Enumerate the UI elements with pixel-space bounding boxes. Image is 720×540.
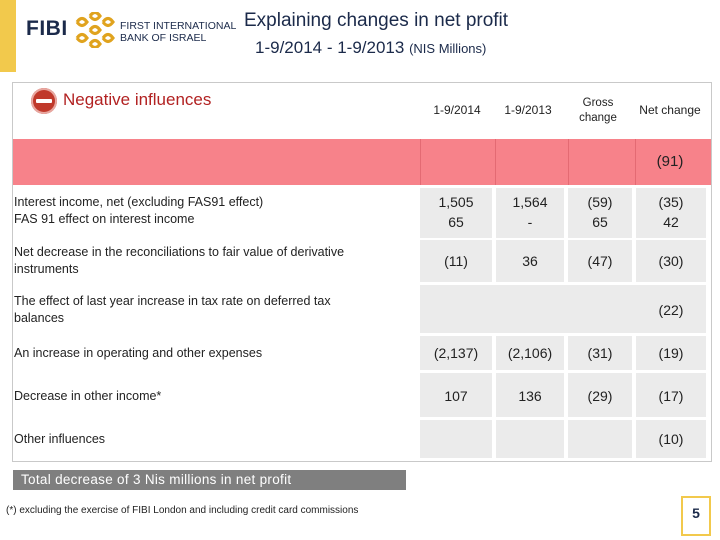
logo-text: FIBI <box>26 17 68 40</box>
cell-r5-gross <box>568 373 632 417</box>
r1-net-b: 42 <box>663 214 679 230</box>
summary-cell-2014 <box>420 139 496 185</box>
cell-r5-2014 <box>420 373 492 417</box>
gross-change-label: Gross change <box>579 97 617 124</box>
bank-logo-icon <box>75 12 115 48</box>
r2-2013-value: 36 <box>522 253 538 269</box>
cell-r6-2013 <box>496 420 564 458</box>
r2-gross-value: (47) <box>587 253 613 269</box>
cell-r6-net <box>636 420 706 458</box>
r1-2013-b: - <box>527 214 533 230</box>
r5-gross-value: (29) <box>587 388 613 404</box>
summary-cell-gross <box>568 139 636 185</box>
cell-r6-2014 <box>420 420 492 458</box>
cell-r1-gross <box>568 188 632 238</box>
r5-net-value: (17) <box>658 388 684 404</box>
table-row-label: Net decrease in the reconciliations to f… <box>14 244 394 278</box>
r5-2014-value: 107 <box>444 388 468 404</box>
r1-gross-b: 65 <box>592 214 608 230</box>
r4-gross-value: (31) <box>587 345 613 361</box>
cell-r1-2014 <box>420 188 492 238</box>
cell-r6-gross <box>568 420 632 458</box>
r2-net-value: (30) <box>658 253 684 269</box>
cell-r4-2014 <box>420 336 492 370</box>
r1-net-a: (35) <box>658 194 684 210</box>
bank-name-line1: FIRST INTERNATIONAL <box>120 20 237 32</box>
row1-label-line2: FAS 91 effect on interest income <box>14 212 195 226</box>
r1-2014-a: 1,505 <box>438 194 474 210</box>
r2-2014-value: (11) <box>444 253 468 269</box>
units-label: (NIS Millions) <box>409 41 487 56</box>
r1-2013-value: 1,564 - <box>496 192 564 232</box>
section-title: Negative influences <box>63 90 212 109</box>
column-header-net-change: Net change <box>639 103 701 117</box>
cell-r2-gross <box>568 240 632 282</box>
cell-r4-gross <box>568 336 632 370</box>
table-row-label: The effect of last year increase in tax … <box>14 293 394 327</box>
row2-label-line2: instruments <box>14 262 79 276</box>
r3-net-value: (22) <box>658 302 684 318</box>
page-title: Explaining changes in net profit <box>244 10 509 31</box>
cell-r1-2013 <box>496 188 564 238</box>
table-frame <box>12 82 712 462</box>
cell-r3-span <box>420 285 706 333</box>
cell-r5-net <box>636 373 706 417</box>
cell-r4-2013 <box>496 336 564 370</box>
r1-2014-value: 1,505 65 <box>420 192 492 232</box>
r1-2014-b: 65 <box>448 214 464 230</box>
r1-gross-a: (59) <box>587 194 613 210</box>
logo-accent-bar <box>0 0 16 72</box>
table-row-label: Interest income, net (excluding FAS91 ef… <box>14 194 263 228</box>
summary-net-change: (91) <box>656 153 684 170</box>
cell-r2-2013 <box>496 240 564 282</box>
r6-net-value: (10) <box>658 431 684 447</box>
column-header-2013: 1-9/2013 <box>504 103 552 117</box>
total-banner <box>13 470 406 490</box>
cell-r4-net <box>636 336 706 370</box>
row3-label-line2: balances <box>14 311 65 325</box>
page-number: 5 <box>692 505 700 521</box>
row3-label-line1: The effect of last year increase in tax … <box>14 294 331 308</box>
row6-label: Other influences <box>14 432 106 446</box>
column-header-2014: 1-9/2014 <box>433 103 481 117</box>
row5-label: Decrease in other income* <box>14 389 162 403</box>
r4-2013-value: (2,106) <box>507 345 553 361</box>
page-subtitle: 1-9/2014 - 1-9/2013 (NIS Millions) <box>255 38 486 58</box>
page-number-box <box>681 496 711 536</box>
minus-circle-icon <box>31 88 57 114</box>
row1-label-line1: Interest income, net (excluding FAS91 ef… <box>14 195 264 209</box>
row2-label-line1: Net decrease in the reconciliations to f… <box>14 245 345 259</box>
total-text: Total decrease of 3 Nis millions in net … <box>21 472 292 487</box>
r1-gross-value: (59) 65 <box>568 192 632 232</box>
footnote: (*) excluding the exercise of FIBI Londo… <box>6 505 359 516</box>
r4-2014-value: (2,137) <box>433 345 479 361</box>
r1-2013-a: 1,564 <box>512 194 548 210</box>
cell-r2-2014 <box>420 240 492 282</box>
cell-r2-net <box>636 240 706 282</box>
r1-net-value: (35) 42 <box>636 192 706 232</box>
r5-2013-value: 136 <box>518 388 542 404</box>
period-range: 1-9/2014 - 1-9/2013 <box>255 38 405 57</box>
column-header-gross-change: Gross change <box>568 96 628 126</box>
cell-r5-2013 <box>496 373 564 417</box>
r4-net-value: (19) <box>658 345 684 361</box>
negative-summary-band <box>13 139 711 185</box>
row4-label: An increase in operating and other expen… <box>14 346 263 360</box>
cell-r1-net <box>636 188 706 238</box>
bank-name-line2: BANK OF ISRAEL <box>120 32 207 44</box>
